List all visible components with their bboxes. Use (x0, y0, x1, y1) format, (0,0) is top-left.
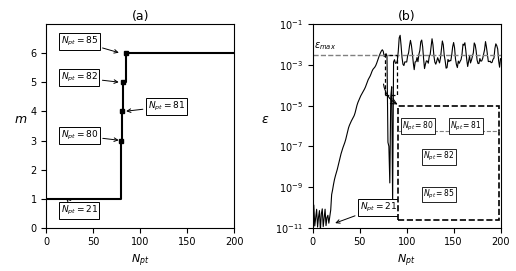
Y-axis label: $\varepsilon$: $\varepsilon$ (261, 113, 269, 126)
Title: (b): (b) (398, 10, 415, 23)
Text: $N_{pt} = 85$: $N_{pt} = 85$ (423, 188, 455, 201)
Text: $N_{pt} = 81$: $N_{pt} = 81$ (127, 100, 185, 113)
Title: (a): (a) (132, 10, 149, 23)
Text: $N_{pt} = 85$: $N_{pt} = 85$ (60, 35, 118, 53)
Text: $N_{pt} = 82$: $N_{pt} = 82$ (423, 150, 455, 163)
Text: $N_{pt} = 21$: $N_{pt} = 21$ (60, 199, 98, 217)
Text: $N_{pt} = 80$: $N_{pt} = 80$ (60, 129, 118, 142)
Text: $\varepsilon_{max}$: $\varepsilon_{max}$ (314, 40, 336, 52)
Text: $N_{pt} = 80$: $N_{pt} = 80$ (402, 120, 434, 133)
Text: $N_{pt} = 81$: $N_{pt} = 81$ (450, 120, 482, 133)
X-axis label: $N_{pt}$: $N_{pt}$ (397, 253, 416, 269)
Bar (398, 106, 498, 220)
Text: $N_{pt} = 21$: $N_{pt} = 21$ (336, 201, 397, 223)
X-axis label: $N_{pt}$: $N_{pt}$ (131, 253, 150, 269)
Bar (385, 54, 397, 95)
Y-axis label: $m$: $m$ (14, 113, 27, 126)
Text: $N_{pt} = 82$: $N_{pt} = 82$ (60, 71, 118, 84)
